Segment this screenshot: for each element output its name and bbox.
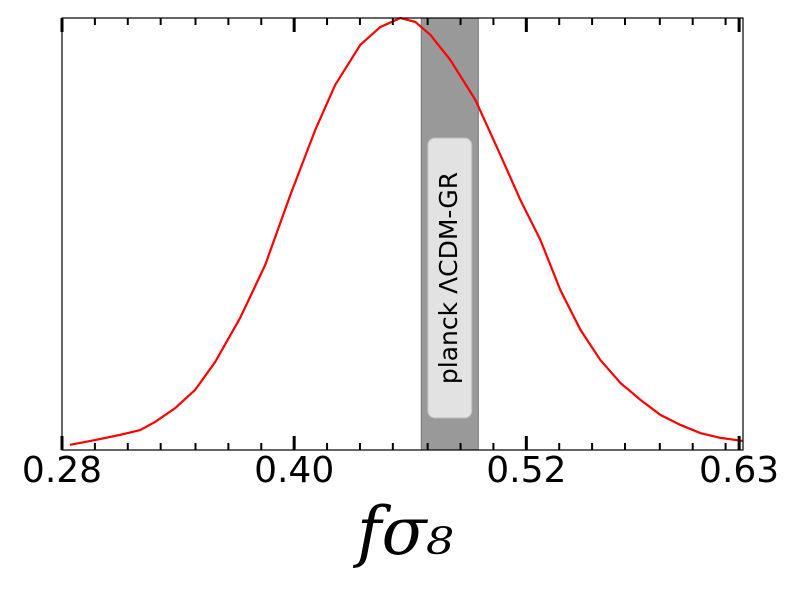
line bbox=[69, 16, 743, 446]
band-label: planck ΛCDM-GR bbox=[434, 172, 463, 384]
x-axis-label: fσ₈ bbox=[352, 493, 453, 570]
x-tick-label: 0.40 bbox=[254, 450, 334, 491]
x-tick-label: 0.63 bbox=[699, 450, 779, 491]
band-label-box bbox=[427, 137, 473, 419]
plot-frame bbox=[61, 17, 744, 451]
x-tick-label: 0.28 bbox=[22, 450, 102, 491]
x-tick-label: 0.52 bbox=[486, 450, 566, 491]
